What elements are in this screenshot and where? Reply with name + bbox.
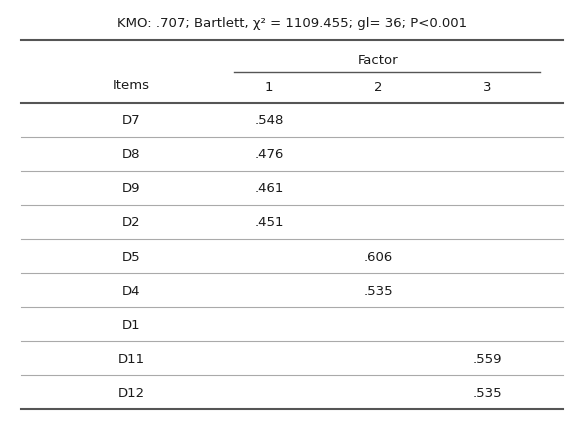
Text: Items: Items [112, 79, 150, 92]
Text: D4: D4 [121, 284, 140, 297]
Text: Factor: Factor [358, 54, 399, 67]
Text: D2: D2 [121, 216, 140, 229]
Text: D8: D8 [121, 148, 140, 161]
Text: .559: .559 [473, 352, 502, 365]
Text: .461: .461 [254, 182, 284, 195]
Text: .535: .535 [473, 386, 503, 399]
Text: D9: D9 [121, 182, 140, 195]
Text: .606: .606 [364, 250, 393, 263]
Text: .476: .476 [254, 148, 284, 161]
Text: D1: D1 [121, 318, 140, 331]
Text: 3: 3 [484, 81, 492, 94]
Text: .548: .548 [254, 114, 284, 127]
Text: 1: 1 [265, 81, 273, 94]
Text: D5: D5 [121, 250, 140, 263]
Text: .451: .451 [254, 216, 284, 229]
Text: D11: D11 [117, 352, 144, 365]
Text: 2: 2 [374, 81, 383, 94]
Text: D12: D12 [117, 386, 144, 399]
Text: D7: D7 [121, 114, 140, 127]
Text: KMO: .707; Bartlett, χ² = 1109.455; gl= 36; P<0.001: KMO: .707; Bartlett, χ² = 1109.455; gl= … [117, 17, 467, 29]
Text: .535: .535 [363, 284, 393, 297]
